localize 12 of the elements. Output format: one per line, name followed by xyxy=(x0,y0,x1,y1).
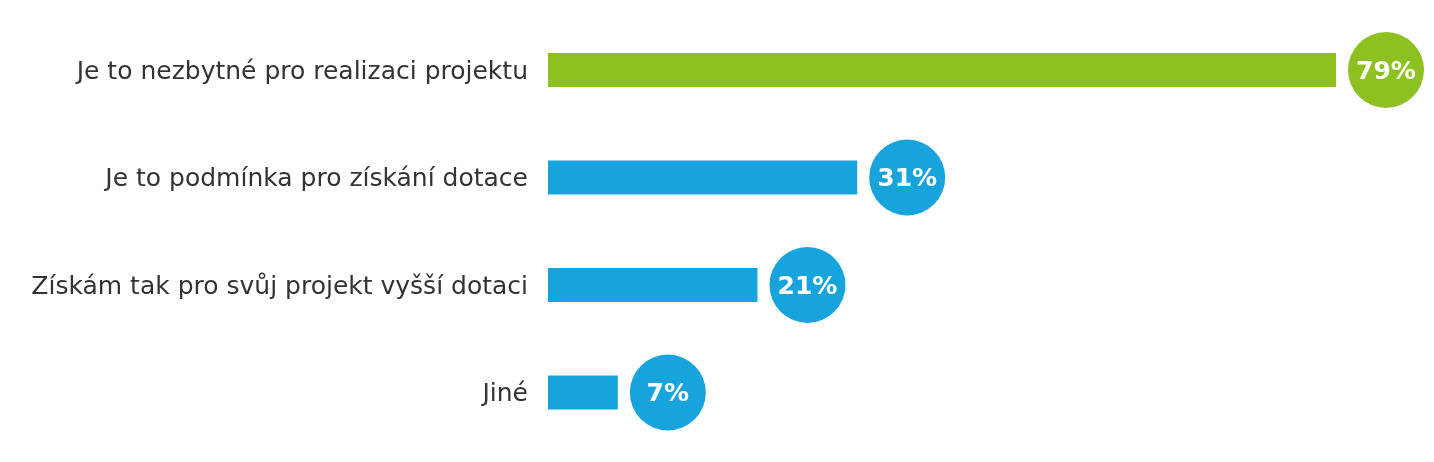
data-label: 7% xyxy=(646,378,690,407)
y-tick-label: Je to podmínka pro získání dotace xyxy=(103,163,528,193)
data-label: 21% xyxy=(777,270,838,300)
bar xyxy=(548,160,858,195)
bar xyxy=(548,53,1336,87)
data-label: 79% xyxy=(1356,55,1416,85)
y-tick-label: Získám tak pro svůj projekt vyšší dotaci xyxy=(31,270,528,300)
data-label: 31% xyxy=(877,163,938,192)
y-tick-label: Jiné xyxy=(480,378,528,408)
bar xyxy=(548,268,758,302)
bar xyxy=(548,375,618,410)
y-tick-label: Je to nezbytné pro realizaci projektu xyxy=(74,55,528,85)
